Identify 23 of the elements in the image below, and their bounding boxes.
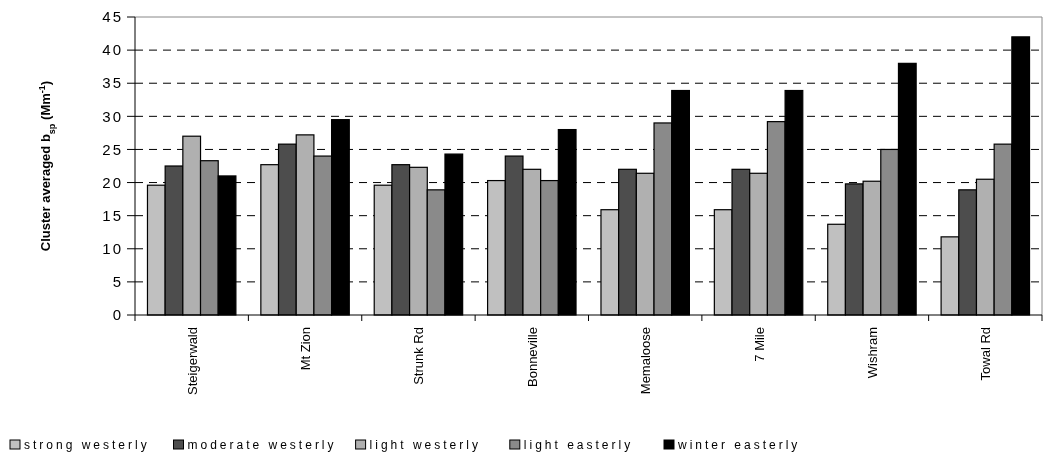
legend-label: light westerly [369,438,481,452]
y-tick-label: 45 [102,8,123,26]
x-tick-label: Memaloose [638,327,654,395]
y-tick-label: 30 [102,107,123,125]
x-tick-label: Steigerwald [184,327,200,395]
y-tick-label: 0 [112,306,123,324]
legend-label: winter easterly [677,438,801,452]
y-tick-label: 25 [102,140,123,158]
x-tick-label: Towal Rd [978,327,994,381]
y-tick-label: 35 [102,74,123,92]
x-tick-label: Strunk Rd [411,327,427,385]
y-tick-label: 5 [112,273,123,291]
y-tick-label: 40 [102,41,123,59]
y-tick-label: 10 [102,240,123,258]
x-tick-label: Mt Zion [298,327,314,371]
y-tick-label: 20 [102,173,123,191]
x-tick-label: 7 Mile [751,327,767,362]
legend-label: moderate westerly [187,438,337,452]
x-tick-label: Bonneville [524,327,540,387]
legend-label: light easterly [523,438,634,452]
x-tick-label: Wishram [864,327,880,379]
y-tick-label: 15 [102,206,123,224]
legend-label: strong westerly [24,438,150,452]
